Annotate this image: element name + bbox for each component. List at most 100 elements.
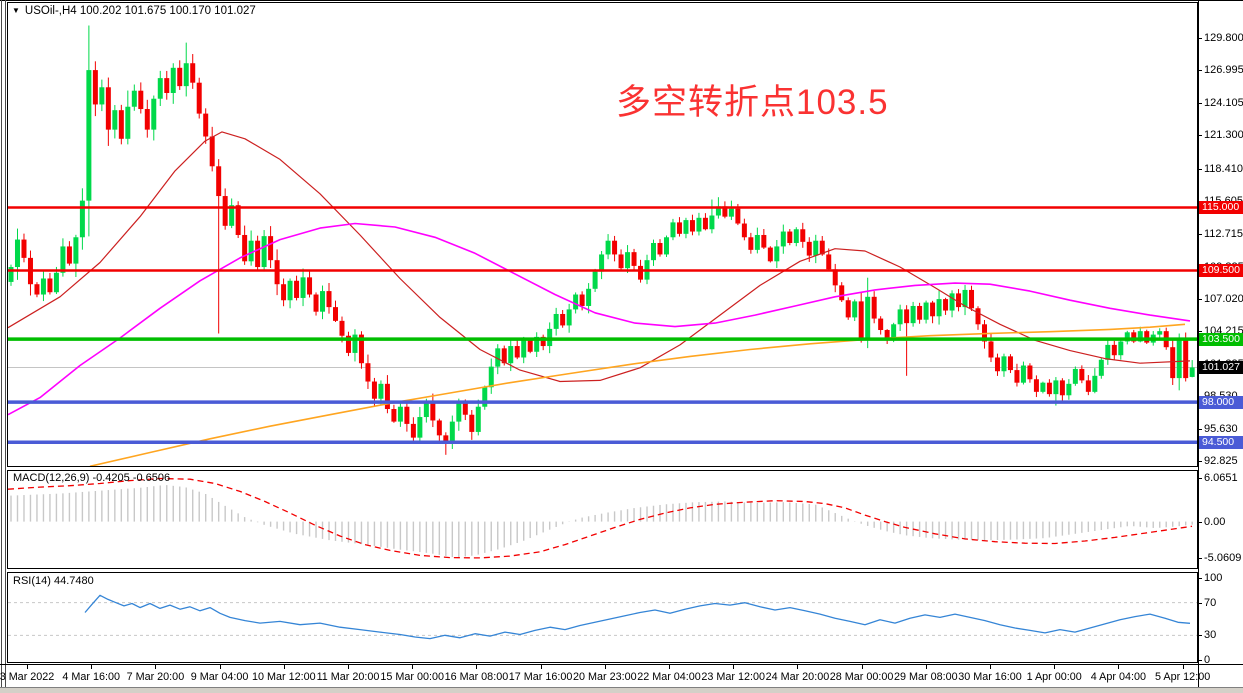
macd-tick-0.00-tick <box>1198 521 1202 523</box>
time-label: 15 Mar 00:00 <box>380 671 444 683</box>
candle-down <box>560 309 566 328</box>
main-pane-border <box>7 2 1198 467</box>
candle-up <box>780 224 786 254</box>
candle-up <box>1020 361 1026 385</box>
candle-up <box>521 336 527 364</box>
time-label: 23 Mar 12:00 <box>701 671 765 683</box>
time-tick <box>1118 665 1120 669</box>
candle-down <box>410 417 416 441</box>
macd-tick-0.00-label: 0.00 <box>1204 515 1226 528</box>
candle-down <box>994 353 1000 376</box>
price-tick-107.020-label: 107.020 <box>1204 292 1243 305</box>
time-tick <box>27 665 28 669</box>
macd-signal-line <box>7 477 1193 559</box>
price-tick-95.630-label: 95.630 <box>1204 423 1238 436</box>
candle-up <box>1189 360 1195 378</box>
candle-up <box>417 406 423 443</box>
time-tick <box>669 665 670 669</box>
candle-down <box>326 283 332 314</box>
rsi-indicator-label: RSI(14) 44.7480 <box>13 575 94 587</box>
macd-indicator-label: MACD(12,26,9) -0.4205 -0.6506 <box>13 472 171 484</box>
chart-title: ▼ USOil-,H4 100.202 101.675 100.170 101.0… <box>12 5 256 17</box>
candle-up <box>683 217 689 239</box>
time-tick <box>1054 665 1056 669</box>
candle-down <box>1046 379 1052 397</box>
candle-up <box>112 105 118 139</box>
candle-down <box>527 338 533 354</box>
candle-down <box>365 354 371 389</box>
candle-up <box>709 199 715 234</box>
candle-up <box>670 218 676 241</box>
macd-tick--5.0609-label: -5.0609 <box>1204 552 1242 564</box>
time-label: 20 Mar 23:00 <box>572 671 637 683</box>
time-tick <box>861 665 863 669</box>
candle-down <box>118 104 124 145</box>
candle-down <box>1014 363 1020 387</box>
candle-up <box>949 290 955 318</box>
candle-down <box>657 239 663 257</box>
time-tick <box>540 665 542 669</box>
time-tick <box>91 665 93 669</box>
candle-down <box>190 54 196 89</box>
rsi-indicator-pane[interactable] <box>7 572 1198 663</box>
macd-indicator-pane[interactable] <box>7 470 1198 569</box>
candle-down <box>27 250 33 296</box>
time-label: 4 Apr 04:00 <box>1090 671 1146 683</box>
price-tick-121.300-tick <box>1198 135 1202 137</box>
candle-up <box>14 228 20 280</box>
candle-down <box>1079 365 1085 384</box>
candle-down <box>105 77 111 146</box>
chart-text-annotation[interactable]: 多空转折点103.5 <box>616 83 889 122</box>
rsi-pane-border <box>7 572 1198 663</box>
candle-down <box>832 263 838 293</box>
candle-up <box>287 278 293 309</box>
candle-down <box>34 282 40 298</box>
candle-down <box>404 403 410 432</box>
candle-up <box>79 188 85 250</box>
rsi-tick-30-tick <box>1198 635 1202 637</box>
candle-down <box>242 225 248 265</box>
time-label: 11 Mar 20:00 <box>316 671 380 683</box>
candle-down <box>1007 354 1013 374</box>
candle-down <box>631 248 637 271</box>
symbol-timeframe-label: USOil-,H4 <box>24 5 77 17</box>
price-level-badge-103.500: 103.500 <box>1199 332 1243 346</box>
time-label: 4 Mar 16:00 <box>62 671 120 683</box>
candle-up <box>1072 366 1078 386</box>
rsi-tick-0-tick <box>1198 659 1202 661</box>
candle-up <box>131 84 137 111</box>
candle-up <box>475 399 481 436</box>
candle-down <box>1111 340 1117 361</box>
time-label: 1 Apr 00:00 <box>1026 671 1082 683</box>
candle-up <box>1157 328 1163 338</box>
candle-down <box>969 285 975 311</box>
ohlc-values: 100.202 101.675 100.170 101.027 <box>79 5 256 17</box>
candle-up <box>352 329 358 362</box>
time-label: 24 Mar 20:00 <box>765 671 830 683</box>
candle-up <box>962 284 968 316</box>
time-label: 5 Apr 12:00 <box>1154 671 1211 683</box>
time-label: 3 Mar 2022 <box>0 671 55 683</box>
window-top-border <box>0 0 1243 1</box>
time-tick <box>219 665 221 669</box>
candle-up <box>852 299 858 322</box>
price-tick-112.715-tick <box>1198 233 1202 235</box>
candle-up <box>573 292 579 314</box>
time-label: 7 Mar 20:00 <box>126 671 185 683</box>
price-axis-border <box>1198 1 1199 687</box>
candle-down <box>1033 375 1039 398</box>
rsi-line <box>84 594 1191 640</box>
time-label: 22 Mar 04:00 <box>637 671 701 683</box>
candle-down <box>1131 329 1137 344</box>
candle-up <box>8 264 14 286</box>
time-tick <box>348 665 349 669</box>
candle-up <box>566 303 572 333</box>
chevron-down-icon[interactable]: ▼ <box>12 6 20 15</box>
candle-up <box>449 415 455 450</box>
candle-down <box>975 306 981 330</box>
candle-up <box>728 200 734 221</box>
main-price-chart[interactable] <box>7 2 1198 467</box>
rsi-tick-30-label: 30 <box>1204 629 1217 642</box>
candle-up <box>248 230 254 266</box>
rsi-tick-100-label: 100 <box>1204 572 1223 585</box>
